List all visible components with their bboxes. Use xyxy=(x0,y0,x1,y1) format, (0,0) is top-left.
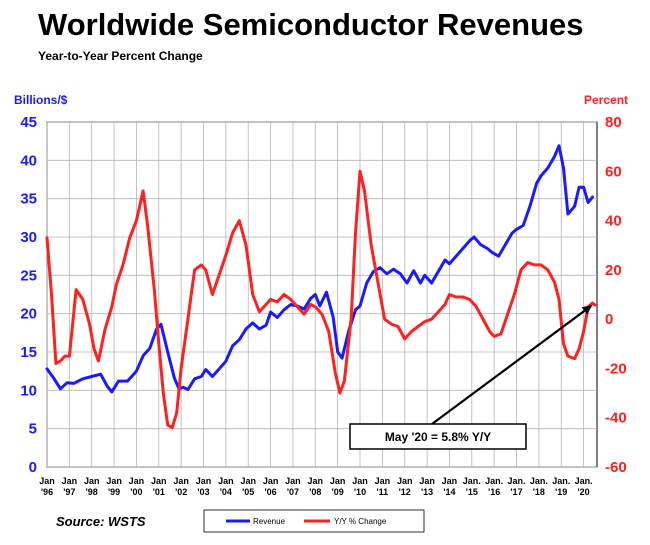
x-tick-year: '11 xyxy=(377,487,389,497)
legend-yoy-label: Y/Y % Change xyxy=(334,517,387,526)
annotation-box xyxy=(349,423,527,450)
right-tick-label: 80 xyxy=(605,114,622,131)
right-tick-label: -40 xyxy=(605,410,627,427)
chart-title: Worldwide Semiconductor Revenues xyxy=(38,7,583,42)
gridlines xyxy=(46,121,597,468)
x-tick-month: Jan. xyxy=(530,476,548,486)
left-tick-label: 40 xyxy=(20,152,37,169)
yoy-change-line xyxy=(45,169,597,430)
x-tick-year: '15 xyxy=(466,487,478,497)
legend: Revenue Y/Y % Change xyxy=(203,509,425,533)
left-tick-label: 20 xyxy=(20,306,37,323)
x-tick-year: '98 xyxy=(86,487,98,497)
x-tick-month: Jan xyxy=(442,476,458,486)
right-tick-label: 0 xyxy=(605,311,613,328)
x-tick-month: Jan. xyxy=(485,476,503,486)
x-tick-year: '07 xyxy=(287,487,299,497)
x-tick-year: '97 xyxy=(63,487,75,497)
x-tick-month: Jan xyxy=(330,476,346,486)
x-tick-year: '18 xyxy=(533,487,545,497)
x-tick-month: Jan xyxy=(263,476,279,486)
x-tick-year: '17 xyxy=(510,487,522,497)
x-axis-ticks: Jan'96Jan'97Jan'98Jan'99Jan'00Jan'01Jan'… xyxy=(39,476,592,497)
x-tick-month: Jan xyxy=(375,476,391,486)
x-tick-month: Jan xyxy=(151,476,167,486)
x-tick-year: '05 xyxy=(242,487,254,497)
annotation-arrowhead xyxy=(581,304,593,315)
x-tick-month: Jan xyxy=(285,476,301,486)
x-tick-month: Jan xyxy=(352,476,368,486)
x-tick-year: '09 xyxy=(332,487,344,497)
revenue-line xyxy=(45,144,594,394)
plot-area xyxy=(46,121,598,468)
x-tick-month: Jan xyxy=(39,476,55,486)
x-tick-year: '00 xyxy=(130,487,142,497)
x-tick-year: '14 xyxy=(443,487,455,497)
annotation-label: May '20 = 5.8% Y/Y xyxy=(385,430,491,444)
left-tick-label: 45 xyxy=(20,114,37,131)
legend-revenue-label: Revenue xyxy=(253,517,286,526)
annotation-arrow xyxy=(431,309,586,425)
x-tick-year: '10 xyxy=(354,487,366,497)
right-axis-ticks: -60 -40 -20 0 20 40 60 80 xyxy=(605,114,627,476)
x-tick-year: '20 xyxy=(578,487,590,497)
x-tick-year: '99 xyxy=(108,487,120,497)
source-note: Source: WSTS xyxy=(56,514,146,529)
x-tick-year: '96 xyxy=(41,487,53,497)
x-tick-month: Jan xyxy=(419,476,435,486)
plot-frame xyxy=(46,121,598,468)
x-tick-year: '12 xyxy=(399,487,411,497)
right-tick-label: 40 xyxy=(605,213,622,230)
left-axis-title: Billions/$ xyxy=(14,93,68,107)
series-layer xyxy=(45,144,597,430)
left-tick-label: 30 xyxy=(20,229,37,246)
x-tick-month: Jan. xyxy=(575,476,593,486)
right-tick-label: 60 xyxy=(605,163,622,180)
left-axis-ticks: 0 5 10 15 20 25 30 35 40 45 xyxy=(20,114,37,476)
x-tick-year: '06 xyxy=(264,487,276,497)
x-tick-month: Jan. xyxy=(508,476,526,486)
x-tick-year: '19 xyxy=(555,487,567,497)
annotation: May '20 = 5.8% Y/Y xyxy=(349,304,593,450)
chart-subtitle: Year-to-Year Percent Change xyxy=(38,49,203,63)
left-tick-label: 35 xyxy=(20,191,37,208)
x-tick-month: Jan xyxy=(62,476,78,486)
x-tick-month: Jan. xyxy=(552,476,570,486)
x-tick-month: Jan xyxy=(196,476,212,486)
x-tick-year: '04 xyxy=(220,487,232,497)
x-tick-month: Jan. xyxy=(463,476,481,486)
x-tick-year: '16 xyxy=(488,487,500,497)
right-axis-title: Percent xyxy=(584,93,628,107)
left-tick-label: 15 xyxy=(20,344,37,361)
x-tick-year: '01 xyxy=(153,487,165,497)
x-tick-year: '08 xyxy=(309,487,321,497)
x-tick-month: Jan xyxy=(308,476,324,486)
x-tick-month: Jan xyxy=(106,476,122,486)
right-tick-label: 20 xyxy=(605,262,622,279)
right-tick-label: -60 xyxy=(605,459,627,476)
left-tick-label: 5 xyxy=(29,421,37,438)
x-tick-month: Jan xyxy=(129,476,145,486)
left-tick-label: 0 xyxy=(29,459,37,476)
x-tick-year: '03 xyxy=(197,487,209,497)
right-tick-label: -20 xyxy=(605,360,627,377)
x-tick-month: Jan xyxy=(173,476,189,486)
x-tick-year: '13 xyxy=(421,487,433,497)
x-tick-month: Jan xyxy=(397,476,413,486)
left-tick-label: 25 xyxy=(20,267,37,284)
x-tick-month: Jan xyxy=(84,476,100,486)
left-tick-label: 10 xyxy=(20,382,37,399)
x-tick-month: Jan xyxy=(218,476,234,486)
x-tick-year: '02 xyxy=(175,487,187,497)
x-tick-month: Jan xyxy=(240,476,256,486)
